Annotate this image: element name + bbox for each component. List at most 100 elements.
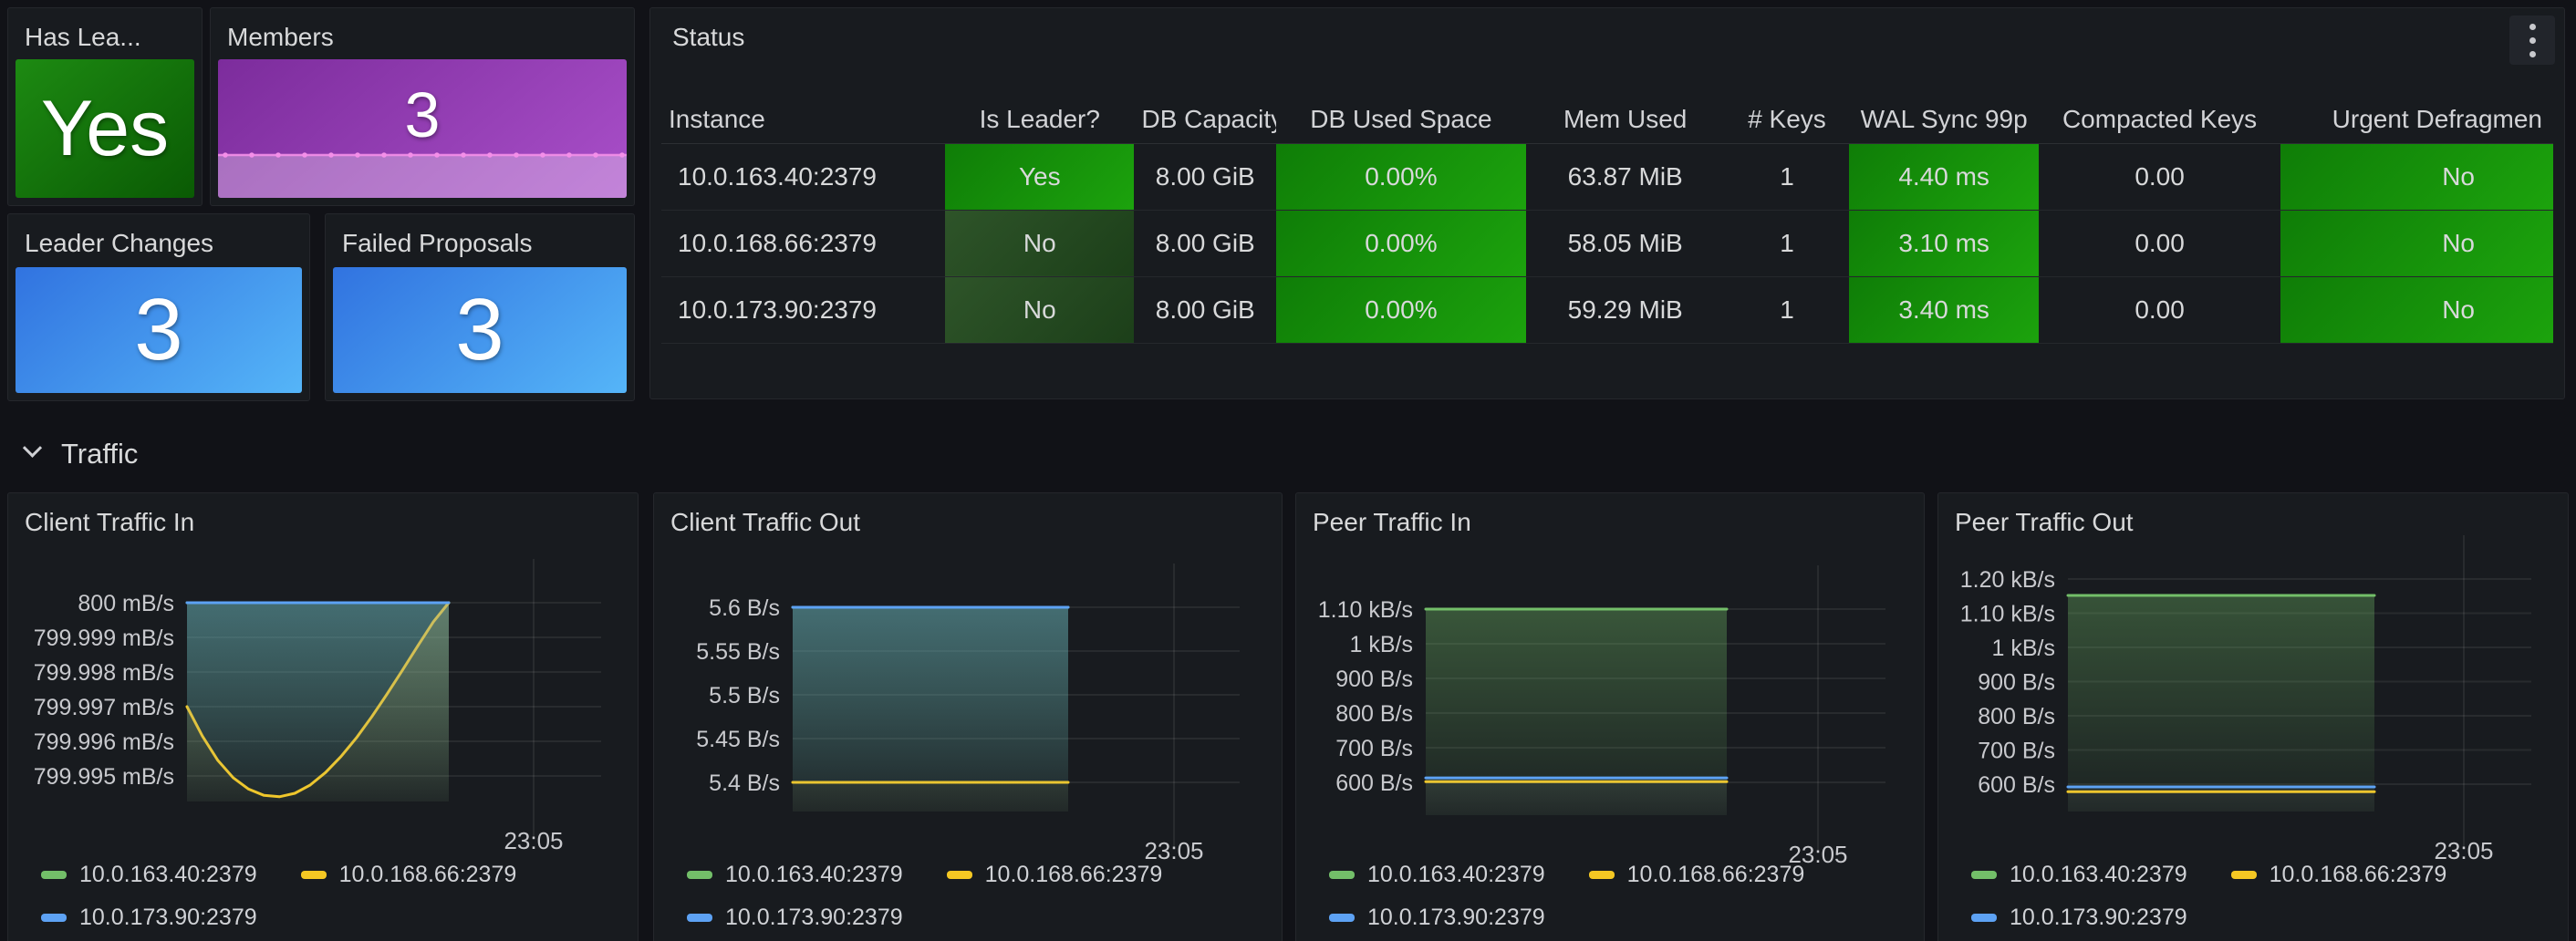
table-cell: 0.00% xyxy=(1276,276,1526,344)
legend-swatch-icon xyxy=(41,871,67,879)
y-axis-tick-label: 600 B/s xyxy=(1335,770,1413,796)
legend-item[interactable]: 10.0.168.66:2379 xyxy=(946,862,1162,888)
legend-item[interactable]: 10.0.163.40:2379 xyxy=(41,862,257,888)
legend-item[interactable]: 10.0.163.40:2379 xyxy=(687,862,903,888)
y-axis-tick-label: 900 B/s xyxy=(1978,670,2055,696)
legend-swatch-icon xyxy=(1329,914,1355,922)
chart-legend: 10.0.163.40:2379 10.0.168.66:2379 10.0.173… xyxy=(41,862,623,931)
legend-label: 10.0.173.90:2379 xyxy=(725,905,903,930)
stat-panel-has-leader: Has Lea... Yes xyxy=(7,7,203,206)
legend-swatch-icon xyxy=(41,914,67,922)
stat-background: 3 xyxy=(333,267,627,393)
chart-panel-client-traffic-out: Client Traffic Out 5.6 B/s 5.55 B/s 5.5 B/… xyxy=(653,492,1283,941)
legend-item[interactable]: 10.0.168.66:2379 xyxy=(2230,862,2447,888)
legend-item[interactable]: 10.0.168.66:2379 xyxy=(300,862,517,888)
y-axis-tick-label: 5.5 B/s xyxy=(709,683,780,708)
column-header[interactable]: Compacted Keys xyxy=(2062,104,2258,133)
y-axis-tick-label: 1.10 kB/s xyxy=(1960,602,2055,627)
column-header[interactable]: Is Leader? xyxy=(979,104,1100,133)
legend-swatch-icon xyxy=(687,914,712,922)
y-axis-tick-label: 5.45 B/s xyxy=(696,727,780,752)
y-axis-tick-label: 1 kB/s xyxy=(1992,636,2055,661)
members-sparkline xyxy=(218,152,627,198)
row-section-traffic[interactable]: Traffic xyxy=(13,429,138,480)
column-header[interactable]: Instance xyxy=(669,104,765,133)
y-axis-tick-label: 5.4 B/s xyxy=(709,770,780,796)
table-cell: 0.00 xyxy=(2038,143,2281,211)
table-cell: 8.00 GiB xyxy=(1134,276,1277,344)
y-axis-tick-label: 600 B/s xyxy=(1978,772,2055,798)
table-cell: 8.00 GiB xyxy=(1134,143,1277,211)
legend-item[interactable]: 10.0.168.66:2379 xyxy=(1588,862,1805,888)
y-axis-tick-label: 799.998 mB/s xyxy=(34,660,174,686)
y-axis-tick-label: 800 B/s xyxy=(1978,704,2055,729)
legend-swatch-icon xyxy=(946,871,972,879)
legend-swatch-icon xyxy=(1971,914,1997,922)
stat-background: 3 xyxy=(16,267,302,393)
x-axis-tick-label: 23:05 xyxy=(1144,837,1203,864)
column-header[interactable]: DB Used Space xyxy=(1310,104,1492,133)
table-cell: No xyxy=(945,276,1135,344)
legend-label: 10.0.163.40:2379 xyxy=(79,862,257,887)
legend-item[interactable]: 10.0.173.90:2379 xyxy=(687,905,903,931)
table-cell: 1 xyxy=(1724,143,1850,211)
legend-item[interactable]: 10.0.163.40:2379 xyxy=(1971,862,2187,888)
panel-title[interactable]: Members xyxy=(227,23,334,51)
legend-label: 10.0.168.66:2379 xyxy=(338,862,517,887)
column-header[interactable]: DB Capacity xyxy=(1141,104,1277,133)
y-axis-tick-label: 1.20 kB/s xyxy=(1960,567,2055,593)
legend-swatch-icon xyxy=(687,871,712,879)
panel-title[interactable]: Leader Changes xyxy=(25,229,214,257)
legend-item[interactable]: 10.0.173.90:2379 xyxy=(41,905,257,931)
table-cell: 0.00% xyxy=(1276,210,1526,277)
legend-label: 10.0.163.40:2379 xyxy=(725,862,903,887)
y-axis-tick-label: 900 B/s xyxy=(1335,667,1413,692)
column-header[interactable]: WAL Sync 99p xyxy=(1860,104,2028,133)
table-cell: 0.00 xyxy=(2038,210,2281,277)
table-row: 10.0.168.66:2379 No 8.00 GiB 0.00% 58.05 MiB… xyxy=(661,210,2553,277)
status-table: Instance Is Leader? DB Capacity DB Used Spa… xyxy=(661,96,2553,344)
table-cell: Yes xyxy=(945,143,1135,211)
legend-item[interactable]: 10.0.173.90:2379 xyxy=(1329,905,1545,931)
legend-item[interactable]: 10.0.163.40:2379 xyxy=(1329,862,1545,888)
panel-title[interactable]: Has Lea... xyxy=(25,23,141,51)
table-header-row: Instance Is Leader? DB Capacity DB Used Spa… xyxy=(661,96,2553,143)
stat-panel-failed-proposals: Failed Proposals 3 xyxy=(325,213,635,401)
panel-menu-kebab-icon[interactable] xyxy=(2509,16,2555,65)
legend-label: 10.0.168.66:2379 xyxy=(2269,862,2447,887)
legend-label: 10.0.168.66:2379 xyxy=(1626,862,1805,887)
chart-plot-area[interactable]: 1.20 kB/s 1.10 kB/s 1 kB/s 900 B/s 800 B/s 70… xyxy=(1938,493,2570,941)
stat-background: Yes xyxy=(16,59,194,198)
column-header[interactable]: Mem Used xyxy=(1563,104,1688,133)
table-cell: No xyxy=(2280,210,2553,277)
legend-swatch-icon xyxy=(1971,871,1997,879)
stat-background: 3 xyxy=(218,59,627,198)
chart-plot-area[interactable]: 1.10 kB/s 1 kB/s 900 B/s 800 B/s 700 B/s 600 … xyxy=(1296,493,1926,941)
chart-plot-area[interactable]: 800 mB/s 799.999 mB/s 799.998 mB/s 799.997 … xyxy=(8,493,639,941)
chart-panel-client-traffic-in: Client Traffic In 800 mB/s 799.999 mB/s 79… xyxy=(7,492,639,941)
column-header[interactable]: # Keys xyxy=(1748,104,1826,133)
y-axis-tick-label: 1.10 kB/s xyxy=(1318,597,1413,623)
chart-legend: 10.0.163.40:2379 10.0.168.66:2379 10.0.173… xyxy=(687,862,1267,931)
legend-item[interactable]: 10.0.173.90:2379 xyxy=(1971,905,2187,931)
table-cell: 10.0.168.66:2379 xyxy=(661,210,946,277)
chart-legend: 10.0.163.40:2379 10.0.168.66:2379 10.0.173… xyxy=(1329,862,1909,931)
table-cell: 58.05 MiB xyxy=(1525,210,1725,277)
column-header[interactable]: Urgent Defragmen xyxy=(2332,104,2542,133)
table-cell: No xyxy=(2280,143,2553,211)
legend-swatch-icon xyxy=(2230,871,2257,879)
chart-plot-area[interactable]: 5.6 B/s 5.55 B/s 5.5 B/s 5.45 B/s 5.4 B/s 23:… xyxy=(654,493,1283,941)
status-table-panel: Status Instance Is Leader? DB Capacity DB U… xyxy=(649,7,2565,399)
panel-title[interactable]: Failed Proposals xyxy=(342,229,533,257)
chart-legend: 10.0.163.40:2379 10.0.168.66:2379 10.0.173… xyxy=(1971,862,2553,931)
stat-value: Yes xyxy=(40,84,170,172)
y-axis-tick-label: 799.995 mB/s xyxy=(34,764,174,790)
section-label: Traffic xyxy=(61,438,139,470)
stat-value: 3 xyxy=(455,281,504,378)
y-axis-tick-label: 799.999 mB/s xyxy=(34,626,174,651)
stat-value: 3 xyxy=(404,79,441,150)
legend-label: 10.0.173.90:2379 xyxy=(79,905,257,930)
panel-title[interactable]: Status xyxy=(672,23,745,51)
y-axis-tick-label: 800 mB/s xyxy=(78,591,174,616)
chart-panel-peer-traffic-in: Peer Traffic In 1.10 kB/s 1 kB/s 900 B/s 80… xyxy=(1295,492,1925,941)
